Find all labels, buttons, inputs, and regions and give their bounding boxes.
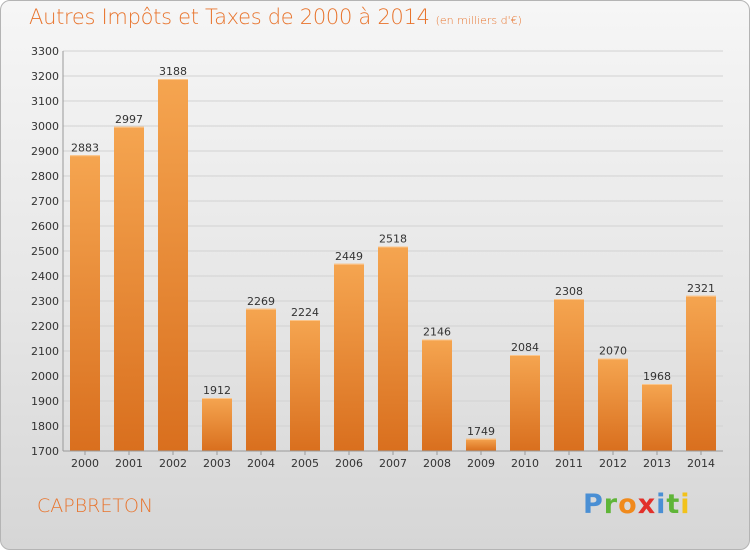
bar — [510, 355, 540, 451]
y-tick-label: 2000 — [31, 370, 59, 383]
bar — [378, 246, 408, 451]
logo-letter: x — [637, 489, 657, 520]
axis-layer: 1700 1800 1900 2000 2100 2200 2300 2400 2500 2600… — [31, 45, 723, 470]
chart-title: Autres Impôts et Taxes de 2000 à 2014 (en… — [29, 5, 522, 29]
bar — [70, 155, 100, 451]
y-tick-label: 2500 — [31, 245, 59, 258]
y-tick-label: 3300 — [31, 45, 59, 58]
bar — [466, 438, 496, 451]
y-tick-label: 1900 — [31, 395, 59, 408]
bar — [114, 126, 144, 451]
bar — [686, 295, 716, 451]
bar-value-label: 1912 — [203, 384, 231, 397]
y-tick-label: 2700 — [31, 195, 59, 208]
y-tick-label: 1800 — [31, 420, 59, 433]
x-tick-label: 2014 — [687, 457, 715, 470]
y-tick-label: 1700 — [31, 445, 59, 458]
x-tick-label: 2005 — [291, 457, 319, 470]
chart-subtitle: (en milliers d'€) — [435, 14, 522, 27]
logo-letter: r — [603, 489, 619, 520]
x-tick-label: 2008 — [423, 457, 451, 470]
bar — [158, 79, 188, 451]
x-tick-label: 2010 — [511, 457, 539, 470]
logo-letter: P — [583, 489, 604, 520]
logo-letter: i — [656, 489, 667, 520]
x-tick-label: 2013 — [643, 457, 671, 470]
bar — [246, 308, 276, 451]
bar-value-label: 2084 — [511, 341, 539, 354]
bar — [290, 320, 320, 451]
bar-value-label: 2321 — [687, 282, 715, 295]
bar-value-label: 2518 — [379, 233, 407, 246]
y-tick-label: 3100 — [31, 95, 59, 108]
y-tick-label: 2600 — [31, 220, 59, 233]
y-tick-label: 2200 — [31, 320, 59, 333]
commune-name: CAPBRETON — [37, 495, 154, 517]
logo-letter: i — [680, 489, 691, 520]
y-tick-label: 2800 — [31, 170, 59, 183]
y-tick-label: 2400 — [31, 270, 59, 283]
x-tick-label: 2002 — [159, 457, 187, 470]
y-tick-label: 2100 — [31, 345, 59, 358]
x-tick-label: 2000 — [71, 457, 99, 470]
bar-value-label: 1968 — [643, 370, 671, 383]
x-tick-label: 2009 — [467, 457, 495, 470]
bar — [202, 398, 232, 451]
x-tick-label: 2004 — [247, 457, 275, 470]
y-tick-label: 2900 — [31, 145, 59, 158]
x-tick-label: 2007 — [379, 457, 407, 470]
bar-value-label: 1749 — [467, 425, 495, 438]
y-tick-label: 3200 — [31, 70, 59, 83]
y-tick-label: 2300 — [31, 295, 59, 308]
logo-letter: o — [618, 489, 638, 520]
bar-value-label: 2449 — [335, 250, 363, 263]
bar-value-label: 2883 — [71, 141, 99, 154]
x-tick-label: 2003 — [203, 457, 231, 470]
bar-value-label: 2308 — [555, 285, 583, 298]
x-tick-label: 2012 — [599, 457, 627, 470]
bar — [554, 299, 584, 451]
y-tick-label: 3000 — [31, 120, 59, 133]
bar — [334, 263, 364, 451]
bar-layer: 2883 2997 3188 1912 2269 2224 2449 2518 2146 1749… — [70, 65, 716, 451]
bar-value-label: 2224 — [291, 306, 319, 319]
bar-value-label: 3188 — [159, 65, 187, 78]
bar-value-label: 2070 — [599, 345, 627, 358]
bar-value-label: 2997 — [115, 113, 143, 126]
x-tick-label: 2011 — [555, 457, 583, 470]
x-tick-label: 2001 — [115, 457, 143, 470]
logo-letter: t — [666, 489, 681, 520]
bar — [422, 339, 452, 451]
bar-value-label: 2269 — [247, 295, 275, 308]
bar — [642, 384, 672, 451]
x-tick-label: 2006 — [335, 457, 363, 470]
proxiti-logo: Proxiti — [583, 489, 691, 520]
bar-value-label: 2146 — [423, 326, 451, 339]
bar — [598, 358, 628, 451]
chart-title-text: Autres Impôts et Taxes de 2000 à 2014 — [29, 5, 430, 29]
